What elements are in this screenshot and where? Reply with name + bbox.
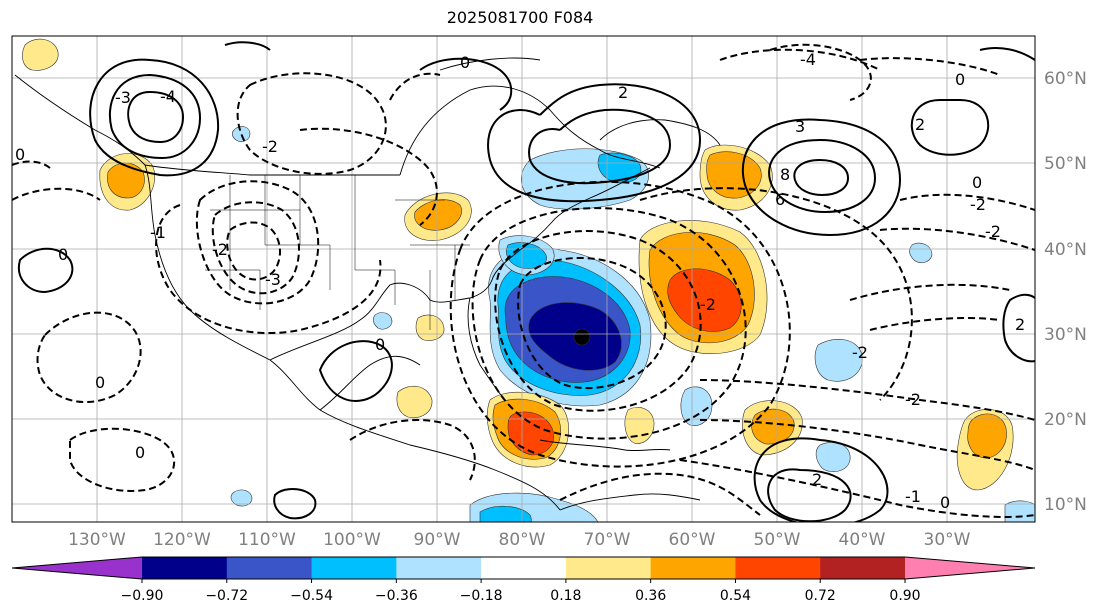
colorbar-segment bbox=[142, 557, 228, 579]
negative-contours bbox=[12, 43, 1035, 518]
lon-tick-label: 110°W bbox=[238, 530, 296, 550]
lon-tick-label: 60°W bbox=[669, 530, 716, 550]
lon-tick-label: 120°W bbox=[153, 530, 211, 550]
lon-tick-label: 130°W bbox=[68, 530, 126, 550]
contour-label: -2 bbox=[905, 390, 921, 409]
contour-label: -2 bbox=[700, 295, 716, 314]
contour-label: 6 bbox=[775, 190, 785, 209]
colorbar-tick-label: −0.72 bbox=[205, 588, 248, 604]
contour-label: -4 bbox=[800, 50, 816, 69]
contour-label: 2 bbox=[618, 83, 628, 102]
contour-label: -2 bbox=[262, 137, 278, 156]
contour-label: -4 bbox=[160, 87, 176, 106]
lon-tick-label: 80°W bbox=[499, 530, 546, 550]
colorbar-segment bbox=[396, 557, 482, 579]
colorbar-tick-label: 0.72 bbox=[805, 588, 836, 604]
contour-labels: -4 -3 -2 0 -3 -2 -1 0 0 0 0 -2 -2 -2 2 -… bbox=[15, 50, 1025, 512]
colorbar-tick-label: −0.36 bbox=[375, 588, 418, 604]
contour-label: 8 bbox=[780, 165, 790, 184]
colorbar-segment bbox=[481, 557, 567, 579]
colorbar-extend-low bbox=[12, 557, 142, 579]
contour-label: -3 bbox=[115, 88, 131, 107]
colorbar-extend-high bbox=[905, 557, 1035, 579]
contour-label: 0 bbox=[460, 53, 470, 72]
gridlines bbox=[12, 36, 1035, 522]
lon-tick-label: 30°W bbox=[924, 530, 971, 550]
map-content: -4 -3 -2 0 -3 -2 -1 0 0 0 0 -2 -2 -2 2 -… bbox=[12, 36, 1035, 522]
colorbar-tick-label: −0.54 bbox=[290, 588, 333, 604]
colorbar-segment bbox=[820, 557, 906, 579]
contour-label: -2 bbox=[985, 222, 1001, 241]
positive-contours bbox=[17, 41, 1035, 522]
map-border bbox=[11, 35, 1036, 523]
colorbar-segment bbox=[735, 557, 821, 579]
colorbar-segment bbox=[311, 557, 397, 579]
contour-label: 0 bbox=[95, 373, 105, 392]
contour-label: 2 bbox=[812, 470, 822, 489]
contour-label: 0 bbox=[375, 335, 385, 354]
state-borders bbox=[205, 175, 470, 330]
lon-tick-label: 50°W bbox=[754, 530, 801, 550]
contour-label: -2 bbox=[212, 240, 228, 259]
contour-label: 2 bbox=[915, 115, 925, 134]
colorbar-tick-label: 0.18 bbox=[550, 588, 581, 604]
latitude-labels: 60°N 50°N 40°N 30°N 20°N 10°N bbox=[1044, 69, 1087, 515]
contour-label: -2 bbox=[852, 343, 868, 362]
colorbar-tick-label: −0.90 bbox=[121, 588, 164, 604]
lon-tick-label: 70°W bbox=[584, 530, 631, 550]
lat-tick-label: 40°N bbox=[1044, 240, 1087, 260]
contour-label: 2 bbox=[1015, 315, 1025, 334]
contour-label: -1 bbox=[905, 487, 921, 506]
negative-anomaly-max bbox=[573, 328, 591, 346]
contour-label: -1 bbox=[150, 223, 166, 242]
lat-tick-label: 30°N bbox=[1044, 325, 1087, 345]
colorbar: −0.90 −0.72 −0.54 −0.36 −0.18 0.18 0.36 0.54 0.7… bbox=[11, 556, 1036, 604]
colorbar-tick-label: 0.90 bbox=[889, 588, 920, 604]
map-title: 2025081700 F084 bbox=[446, 8, 594, 27]
contour-label: 0 bbox=[955, 70, 965, 89]
lon-tick-label: 90°W bbox=[414, 530, 461, 550]
contour-label: 0 bbox=[972, 173, 982, 192]
colorbar-tick-label: 0.54 bbox=[720, 588, 751, 604]
contour-label: 3 bbox=[795, 117, 805, 136]
contour-label: -2 bbox=[970, 195, 986, 214]
lat-tick-label: 10°N bbox=[1044, 495, 1087, 515]
contour-label: -3 bbox=[265, 270, 281, 289]
shaded-anomalies bbox=[22, 38, 1035, 522]
lat-tick-label: 50°N bbox=[1044, 154, 1087, 174]
contour-label: 0 bbox=[135, 443, 145, 462]
lat-tick-label: 60°N bbox=[1044, 69, 1087, 89]
lat-tick-label: 20°N bbox=[1044, 410, 1087, 430]
colorbar-segment bbox=[565, 557, 652, 579]
contour-label: 0 bbox=[940, 493, 950, 512]
colorbar-tick-label: 0.36 bbox=[635, 588, 666, 604]
lon-tick-label: 100°W bbox=[323, 530, 381, 550]
contour-label: 0 bbox=[58, 245, 68, 264]
lon-tick-label: 40°W bbox=[839, 530, 886, 550]
contour-label: 0 bbox=[15, 145, 25, 164]
colorbar-segment bbox=[650, 557, 736, 579]
colorbar-tick-label: −0.18 bbox=[460, 588, 503, 604]
longitude-labels: 130°W 120°W 110°W 100°W 90°W 80°W 70°W 6… bbox=[68, 530, 971, 550]
colorbar-segment bbox=[226, 557, 313, 579]
